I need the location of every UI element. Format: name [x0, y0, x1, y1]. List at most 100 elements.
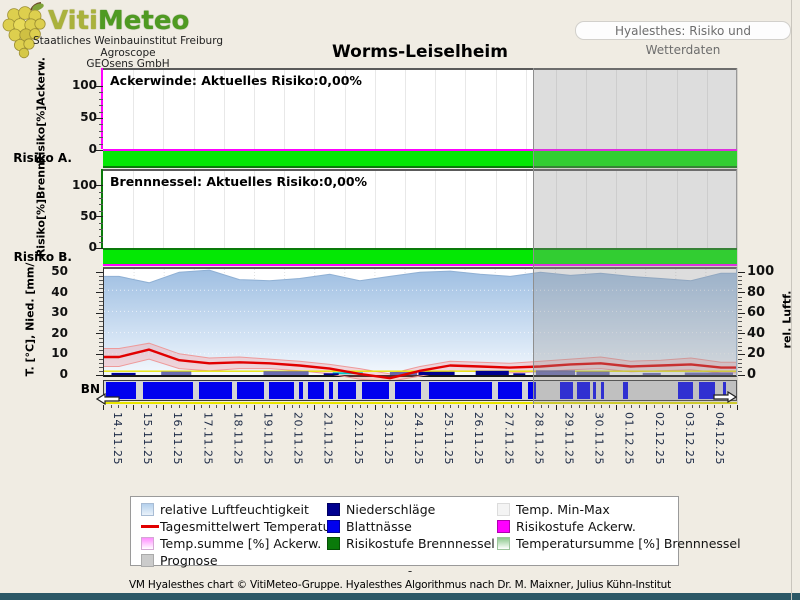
ackerwinde-risk-panel: Ackerwinde: Aktuelles Risiko:0,00%: [103, 68, 737, 149]
y-tick-label: 40: [747, 325, 766, 341]
precip-bar: [475, 370, 509, 375]
prognose-overlay: [533, 68, 738, 404]
x-axis-tick: [525, 405, 527, 410]
y-axis-tick: [738, 292, 745, 294]
x-axis-minor-tick: [201, 405, 203, 408]
x-axis-minor-tick: [246, 405, 248, 408]
x-axis-minor-tick: [691, 405, 693, 408]
x-date-label: 04.12.25: [713, 412, 726, 465]
x-axis-minor-tick: [578, 405, 580, 408]
x-axis-minor-tick: [601, 405, 603, 408]
x-axis-minor-tick: [420, 405, 421, 408]
legend-label: Risikostufe Brennnessel: [346, 536, 495, 551]
x-date-label: 22.11.25: [351, 412, 365, 465]
x-date-label: 02.12.25: [652, 412, 666, 465]
pan-left-arrow-icon[interactable]: [95, 390, 120, 409]
y-axis-minor-tick: [738, 296, 742, 298]
x-axis-minor-tick: [269, 405, 270, 408]
x-axis-tick: [465, 405, 467, 410]
leaf-wetness-segment: [105, 382, 136, 399]
legend-swatch-humidity: [141, 503, 154, 516]
leaf-wetness-row-label: BN: [80, 382, 100, 396]
org-line-2: Agroscope: [100, 46, 156, 59]
brennnessel-risk-band: [103, 248, 737, 266]
x-axis-tick: [616, 405, 618, 410]
precip-forecast-bar: [161, 371, 192, 375]
y-axis-minor-tick: [738, 300, 742, 302]
precip-forecast-bar: [576, 371, 610, 375]
legend-label: Risikostufe Ackerw.: [516, 519, 636, 534]
grape-logo-icon: [2, 2, 46, 59]
pan-right-arrow-icon[interactable]: [713, 388, 738, 407]
x-axis-minor-tick: [533, 405, 535, 408]
x-date-label: 26.11.25: [472, 412, 486, 465]
x-axis-minor-tick: [427, 405, 429, 408]
legend-swatch-temp-minmax: [497, 503, 510, 516]
y-axis-tick: [96, 149, 103, 151]
x-axis-minor-tick: [125, 405, 127, 408]
x-axis-tick: [435, 405, 437, 410]
y-axis-minor-tick: [738, 280, 742, 282]
x-axis-minor-tick: [155, 405, 157, 408]
leaf-wetness-segment: [338, 382, 357, 399]
y-axis-minor-tick: [738, 325, 742, 327]
x-axis-minor-tick: [684, 405, 686, 408]
organization-lines: Staatliches Weinbauinstitut Freiburg Agr…: [28, 35, 228, 71]
x-axis-minor-tick: [208, 405, 210, 408]
precip-forecast-bar: [263, 371, 309, 375]
x-axis-tick: [284, 405, 286, 410]
x-date-label: 17.11.25: [201, 412, 215, 465]
x-date-label: 27.11.25: [502, 412, 516, 465]
leaf-wetness-segment: [623, 382, 628, 399]
y-tick-label: 20: [747, 346, 766, 362]
legend-swatch-temp-line: [141, 525, 159, 528]
leaf-wetness-segment: [600, 382, 604, 399]
leaf-wetness-segment: [362, 382, 390, 399]
legend-label: Prognose: [160, 553, 218, 568]
x-axis-tick: [706, 405, 708, 410]
leaf-wetness-segment: [428, 382, 492, 399]
x-axis-minor-tick: [631, 405, 633, 408]
leaf-wetness-segment: [143, 382, 193, 399]
y-axis-minor-tick: [738, 329, 742, 331]
y-tick-label: 100: [71, 177, 97, 192]
x-axis-minor-tick: [563, 405, 565, 408]
x-axis-minor-tick: [540, 405, 542, 408]
leaf-wetness-segment: [576, 382, 591, 399]
y-axis-minor-tick: [738, 370, 742, 372]
x-axis-minor-tick: [623, 405, 625, 408]
x-date-label: 14.11.25: [111, 412, 124, 465]
x-axis-tick: [737, 405, 738, 410]
leaf-wetness-track: [103, 380, 737, 401]
x-axis-minor-tick: [148, 405, 150, 408]
x-axis-tick: [495, 405, 497, 410]
temp-mean-line: [104, 348, 736, 380]
y-axis-tick: [96, 271, 103, 273]
brand-meteo: Meteo: [97, 6, 190, 36]
legend-label: Niederschläge: [346, 502, 436, 517]
precip-forecast-bar: [684, 372, 733, 375]
leaf-wetness-segment: [593, 382, 597, 399]
x-axis-minor-tick: [480, 405, 482, 408]
legend-swatch-risk-brennnessel: [327, 537, 340, 550]
x-axis-minor-tick: [276, 405, 278, 408]
x-axis-minor-tick: [238, 405, 240, 408]
brennnessel-risk-panel: Brennnessel: Aktuelles Risiko:0,00%: [103, 169, 737, 248]
x-axis-minor-tick: [412, 405, 414, 408]
legend-swatch-risk-ackerw: [497, 520, 510, 533]
legend-label: Blattnässe: [346, 519, 412, 534]
x-axis-minor-tick: [548, 405, 550, 408]
x-date-label: 15.11.25: [141, 412, 155, 465]
x-axis-minor-tick: [186, 405, 187, 408]
view-selector-button[interactable]: Hyalesthes: Risiko und Wetterdaten: [575, 21, 791, 57]
x-axis-tick: [676, 405, 678, 410]
x-axis-minor-tick: [571, 405, 572, 408]
x-axis-tick: [223, 405, 225, 410]
y-tick-label: 60: [747, 305, 766, 321]
legend-swatch-tempsum-brennnessel: [497, 537, 510, 550]
y-axis-minor-tick: [738, 304, 742, 306]
y-axis-minor-tick: [738, 309, 742, 311]
x-axis-minor-tick: [352, 405, 354, 408]
leaf-wetness-segment: [236, 382, 264, 399]
x-axis-tick: [314, 405, 316, 410]
